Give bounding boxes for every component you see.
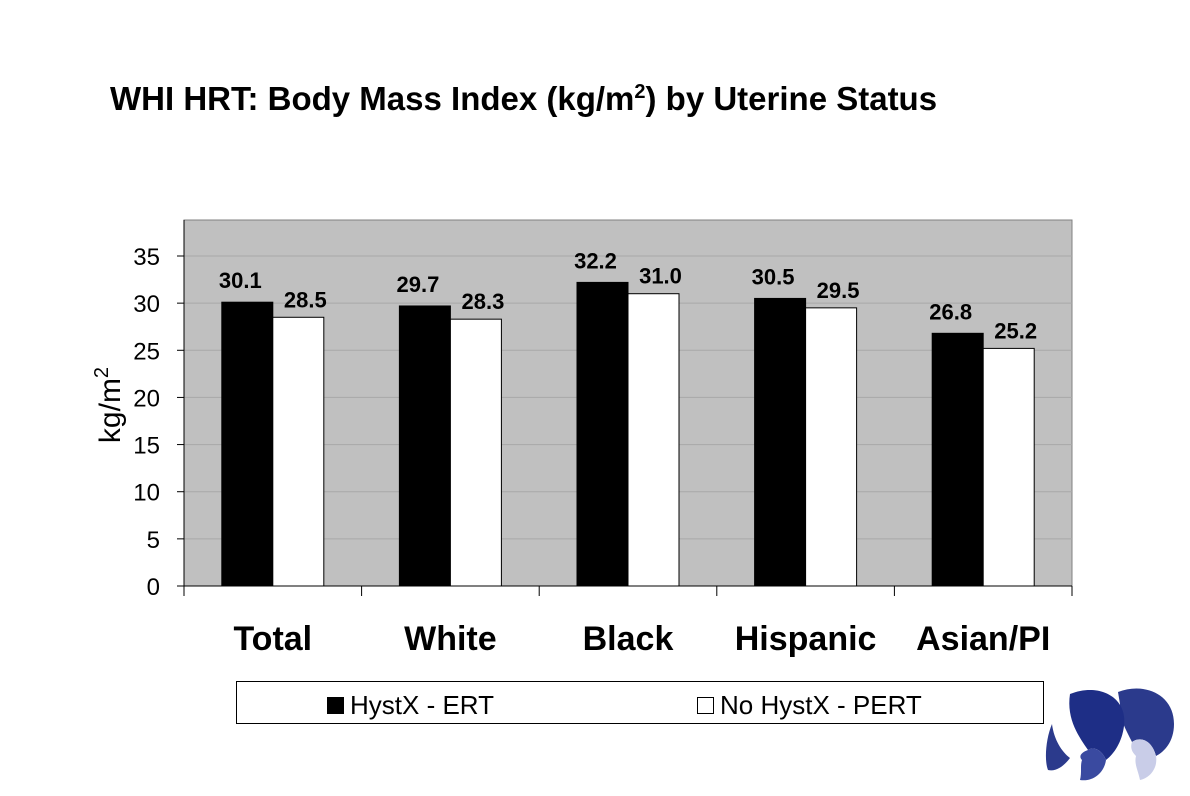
legend-swatch-white — [697, 697, 714, 714]
y-tick-label: 20 — [133, 385, 160, 412]
data-label: 28.5 — [284, 287, 327, 312]
legend-item-hystx-ert: HystX - ERT — [327, 690, 494, 721]
chart-title: WHI HRT: Body Mass Index (kg/m2) by Uter… — [110, 80, 1090, 118]
legend: HystX - ERT No HystX - PERT — [236, 681, 1044, 724]
bar — [221, 301, 274, 587]
bar — [805, 307, 858, 587]
chart-title-superscript: 2 — [634, 81, 646, 103]
y-tick-label: 35 — [133, 244, 160, 271]
bar — [982, 347, 1035, 587]
bar — [272, 316, 325, 587]
y-tick-label: 15 — [133, 433, 160, 460]
y-axis-label: kg/m2 — [91, 367, 127, 443]
data-label: 31.0 — [639, 264, 682, 289]
bar — [931, 332, 984, 587]
bar — [627, 293, 680, 587]
axes: 0 5 10 15 20 25 30 35 Total White Black Hispanic Asi… — [133, 220, 1073, 658]
chart-title-text: WHI HRT: Body Mass Index (kg/m — [110, 80, 635, 117]
legend-label: HystX - ERT — [350, 690, 494, 720]
data-label: 26.8 — [929, 299, 972, 324]
y-tick-label: 0 — [147, 574, 160, 601]
data-label: 30.1 — [219, 268, 262, 293]
x-tick-label: Asian/PI — [916, 620, 1050, 658]
bar-chart: 30.1 28.5 29.7 28.3 32.2 31.0 30.5 29.5 26.8 25.2… — [91, 219, 1073, 658]
y-tick-label: 5 — [147, 527, 160, 554]
y-tick-label: 25 — [133, 338, 160, 365]
x-tick-label: Black — [583, 620, 674, 658]
data-label: 30.5 — [752, 264, 795, 289]
x-tick-label: Hispanic — [735, 620, 877, 658]
legend-swatch-black — [327, 697, 344, 714]
whi-logo — [1045, 688, 1174, 781]
x-tick-label: Total — [233, 620, 312, 658]
legend-label: No HystX - PERT — [720, 690, 922, 720]
data-labels: 30.1 28.5 29.7 28.3 32.2 31.0 30.5 29.5 26.8 25.2 — [219, 248, 1037, 343]
data-label: 29.5 — [817, 278, 860, 303]
data-label: 32.2 — [574, 248, 617, 273]
bar — [449, 318, 502, 587]
legend-item-no-hystx-pert: No HystX - PERT — [697, 690, 922, 721]
y-tick-label: 10 — [133, 480, 160, 507]
data-label: 29.7 — [396, 272, 439, 297]
data-label: 28.3 — [461, 289, 504, 314]
chart-title-suffix: ) by Uterine Status — [645, 80, 938, 117]
data-label: 25.2 — [994, 318, 1037, 343]
bar — [576, 281, 629, 587]
bar — [398, 305, 451, 587]
x-tick-label: White — [404, 620, 497, 658]
bar — [754, 297, 807, 587]
bars — [221, 281, 1035, 587]
y-tick-label: 30 — [133, 291, 160, 318]
